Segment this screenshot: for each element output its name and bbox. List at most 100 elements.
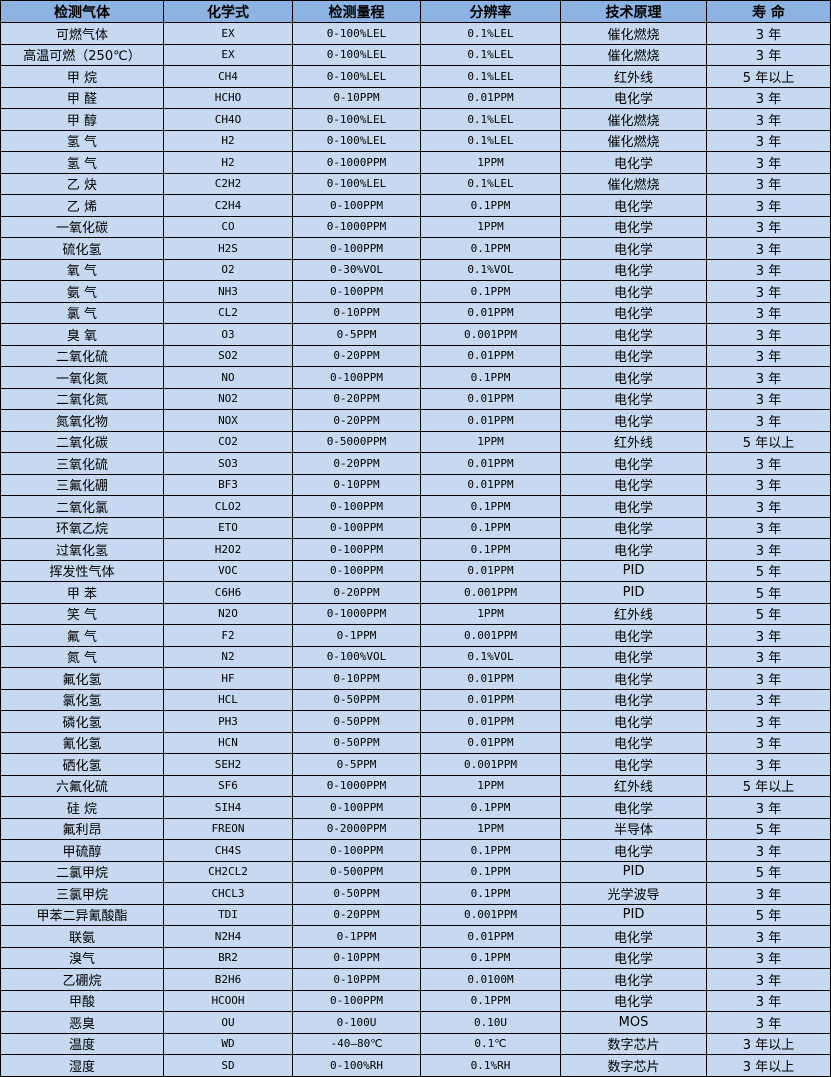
table-row: 磷化氢 PH3 0-50PPM 0.01PPM 电化学 3 年 [0, 710, 831, 733]
cell-resolution: 0.01PPM [420, 710, 561, 733]
cell-principle: 电化学 [560, 839, 707, 862]
cell-range: 0-10PPM [292, 667, 421, 690]
table-row: 三氧化硫 SO3 0-20PPM 0.01PPM 电化学 3 年 [0, 452, 831, 475]
cell-range: 0-100%LEL [292, 172, 421, 195]
cell-range: 0-100PPM [292, 559, 421, 582]
table-row: 硫化氢 H2S 0-100PPM 0.1PPM 电化学 3 年 [0, 237, 831, 260]
cell-principle: 电化学 [560, 667, 707, 690]
cell-principle: 电化学 [560, 731, 707, 754]
cell-formula: O2 [163, 258, 293, 281]
cell-lifespan: 3 年 [706, 839, 831, 862]
cell-range: 0-100%VOL [292, 645, 421, 668]
cell-principle: 电化学 [560, 409, 707, 432]
table-row: 联氨 N2H4 0-1PPM 0.01PPM 电化学 3 年 [0, 925, 831, 948]
header-principle: 技术原理 [560, 0, 707, 23]
cell-formula: SD [163, 1054, 293, 1077]
cell-range: 0-20PPM [292, 409, 421, 432]
cell-gas: 二氧化氯 [0, 495, 164, 518]
cell-lifespan: 3 年 [706, 731, 831, 754]
cell-formula: NOX [163, 409, 293, 432]
cell-principle: 催化燃烧 [560, 43, 707, 66]
cell-principle: 红外线 [560, 774, 707, 797]
table-row: 臭 氧 O3 0-5PPM 0.001PPM 电化学 3 年 [0, 323, 831, 346]
cell-principle: 电化学 [560, 237, 707, 260]
cell-range: 0-10PPM [292, 946, 421, 969]
cell-resolution: 0.01PPM [420, 667, 561, 690]
cell-lifespan: 3 年 [706, 753, 831, 776]
cell-gas: 氮氧化物 [0, 409, 164, 432]
cell-principle: 光学波导 [560, 882, 707, 905]
cell-lifespan: 3 年 [706, 473, 831, 496]
cell-principle: 半导体 [560, 817, 707, 840]
cell-resolution: 0.01PPM [420, 473, 561, 496]
cell-formula: HCOOH [163, 989, 293, 1012]
cell-formula: C2H2 [163, 172, 293, 195]
cell-principle: 红外线 [560, 65, 707, 88]
table-row: 氟利昂 FREON 0-2000PPM 1PPM 半导体 5 年 [0, 817, 831, 840]
cell-resolution: 0.1PPM [420, 860, 561, 883]
cell-gas: 乙 烯 [0, 194, 164, 217]
cell-gas: 乙硼烷 [0, 968, 164, 991]
cell-gas: 湿度 [0, 1054, 164, 1077]
cell-lifespan: 5 年以上 [706, 65, 831, 88]
cell-lifespan: 3 年 [706, 366, 831, 389]
cell-gas: 甲苯二异氰酸酯 [0, 903, 164, 926]
cell-resolution: 0.1%LEL [420, 65, 561, 88]
cell-lifespan: 3 年 [706, 1011, 831, 1034]
cell-resolution: 0.01PPM [420, 731, 561, 754]
cell-range: 0-500PPM [292, 860, 421, 883]
cell-lifespan: 3 年 [706, 516, 831, 539]
cell-resolution: 0.1%RH [420, 1054, 561, 1077]
table-row: 三氯甲烷 CHCL3 0-50PPM 0.1PPM 光学波导 3 年 [0, 882, 831, 905]
cell-range: 0-1000PPM [292, 151, 421, 174]
cell-lifespan: 3 年 [706, 796, 831, 819]
cell-resolution: 0.001PPM [420, 581, 561, 604]
table-row: 乙硼烷 B2H6 0-10PPM 0.0100M 电化学 3 年 [0, 968, 831, 991]
cell-formula: OU [163, 1011, 293, 1034]
cell-resolution: 0.1PPM [420, 839, 561, 862]
cell-range: 0-100%LEL [292, 22, 421, 45]
table-row: 甲硫醇 CH4S 0-100PPM 0.1PPM 电化学 3 年 [0, 839, 831, 862]
table-row: 氰化氢 HCN 0-50PPM 0.01PPM 电化学 3 年 [0, 731, 831, 754]
cell-principle: 电化学 [560, 86, 707, 109]
cell-gas: 氟 气 [0, 624, 164, 647]
cell-lifespan: 3 年 [706, 258, 831, 281]
cell-resolution: 0.01PPM [420, 688, 561, 711]
cell-resolution: 0.1%LEL [420, 43, 561, 66]
cell-resolution: 0.1PPM [420, 882, 561, 905]
cell-range: 0-1PPM [292, 624, 421, 647]
cell-formula: CH4O [163, 108, 293, 131]
table-row: 二氧化氮 NO2 0-20PPM 0.01PPM 电化学 3 年 [0, 387, 831, 410]
cell-lifespan: 3 年 [706, 645, 831, 668]
cell-lifespan: 3 年 [706, 495, 831, 518]
cell-lifespan: 3 年以上 [706, 1054, 831, 1077]
cell-principle: 电化学 [560, 280, 707, 303]
cell-gas: 二氧化氮 [0, 387, 164, 410]
cell-resolution: 0.0100M [420, 968, 561, 991]
cell-formula: EX [163, 22, 293, 45]
cell-resolution: 1PPM [420, 215, 561, 238]
cell-resolution: 0.1%VOL [420, 258, 561, 281]
cell-range: 0-20PPM [292, 903, 421, 926]
cell-resolution: 0.1PPM [420, 946, 561, 969]
cell-gas: 二氧化碳 [0, 430, 164, 453]
cell-range: 0-5PPM [292, 323, 421, 346]
cell-gas: 甲 苯 [0, 581, 164, 604]
cell-formula: H2 [163, 151, 293, 174]
cell-formula: CLO2 [163, 495, 293, 518]
cell-principle: 电化学 [560, 796, 707, 819]
cell-lifespan: 3 年 [706, 989, 831, 1012]
cell-principle: 电化学 [560, 366, 707, 389]
cell-range: 0-50PPM [292, 710, 421, 733]
cell-principle: 电化学 [560, 753, 707, 776]
cell-formula: HCL [163, 688, 293, 711]
cell-formula: TDI [163, 903, 293, 926]
cell-range: 0-1000PPM [292, 602, 421, 625]
cell-formula: HCHO [163, 86, 293, 109]
cell-lifespan: 5 年 [706, 860, 831, 883]
cell-principle: 电化学 [560, 968, 707, 991]
cell-principle: 电化学 [560, 710, 707, 733]
cell-range: 0-100U [292, 1011, 421, 1034]
cell-lifespan: 3 年 [706, 86, 831, 109]
cell-range: 0-2000PPM [292, 817, 421, 840]
